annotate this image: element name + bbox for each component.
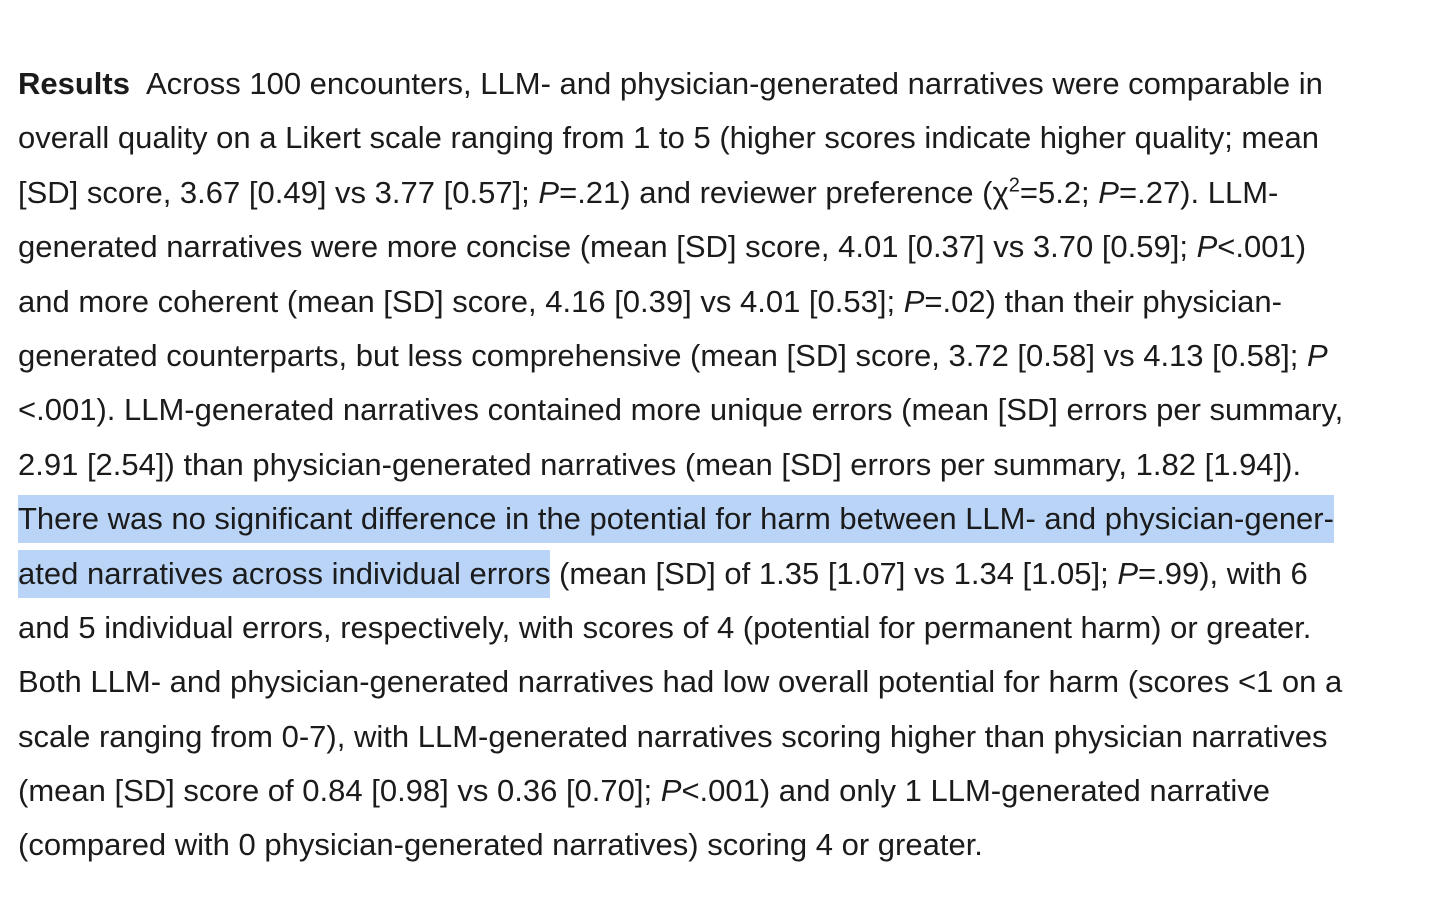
paragraph-line: 2.91 [2.54]) than physician-generated na… xyxy=(18,438,1428,492)
text-segment: generated counterparts, but less compreh… xyxy=(18,337,1307,373)
text-segment: (mean [SD] score of 0.84 [0.98] vs 0.36 … xyxy=(18,773,661,809)
text-segment: =5.2; xyxy=(1019,174,1099,210)
paragraph-line: There was no significant difference in t… xyxy=(18,492,1428,546)
paragraph-line: and 5 individual errors, respectively, w… xyxy=(18,601,1428,655)
section-label: Results xyxy=(18,66,130,101)
paragraph-line: generated counterparts, but less compreh… xyxy=(18,329,1428,383)
text-segment: generated narratives were more concise (… xyxy=(18,229,1197,265)
text-segment: overall quality on a Likert scale rangin… xyxy=(18,120,1319,156)
paragraph-line: overall quality on a Likert scale rangin… xyxy=(18,111,1428,165)
text-segment: and 5 individual errors, respectively, w… xyxy=(18,609,1312,645)
p-value-symbol: P xyxy=(1117,555,1139,591)
text-segment: =.02) than their physician- xyxy=(924,283,1282,319)
text-segment: Across 100 encounters, LLM- and physicia… xyxy=(145,66,1323,101)
p-value-symbol: P xyxy=(1098,174,1119,210)
p-value-symbol: P xyxy=(660,773,682,809)
text-segment: (compared with 0 physician-generated nar… xyxy=(18,827,983,863)
paragraph-line: generated narratives were more concise (… xyxy=(18,220,1428,274)
paragraph-line: <.001). LLM-generated narratives contain… xyxy=(18,383,1428,437)
results-paragraph[interactable]: Results Across 100 encounters, LLM- and p… xyxy=(18,57,1428,873)
p-value-symbol: P xyxy=(1306,337,1328,373)
p-value-symbol: P xyxy=(1196,229,1218,265)
text-segment: and more coherent (mean [SD] score, 4.16… xyxy=(18,283,904,319)
text-segment: =.21) and reviewer preference (χ xyxy=(559,174,1009,210)
p-value-symbol: P xyxy=(538,174,560,210)
paragraph-line: (mean [SD] score of 0.84 [0.98] vs 0.36 … xyxy=(18,764,1428,818)
paragraph-line: [SD] score, 3.67 [0.49] vs 3.77 [0.57]; … xyxy=(18,166,1428,220)
text-segment: =.99), with 6 xyxy=(1138,555,1308,591)
paragraph-line: and more coherent (mean [SD] score, 4.16… xyxy=(18,275,1428,329)
paragraph-line: Both LLM- and physician-generated narrat… xyxy=(18,655,1428,709)
text-segment: <.001) and only 1 LLM-generated narrativ… xyxy=(681,773,1270,809)
highlighted-text: ated narratives across individual errors xyxy=(18,549,551,598)
highlighted-text: There was no significant difference in t… xyxy=(18,495,1334,544)
text-segment: 2.91 [2.54]) than physician-generated na… xyxy=(18,446,1302,482)
text-segment: [SD] score, 3.67 [0.49] vs 3.77 [0.57]; xyxy=(18,174,539,210)
text-segment: <.001). LLM-generated narratives contain… xyxy=(18,392,1344,428)
text-segment: 2 xyxy=(1008,174,1020,197)
paragraph-line: Results Across 100 encounters, LLM- and p… xyxy=(18,57,1428,111)
previous-paragraph-fragment: 2020 xyxy=(18,0,138,4)
text-segment: Both LLM- and physician-generated narrat… xyxy=(18,664,1343,700)
text-segment: scale ranging from 0-7), with LLM-genera… xyxy=(18,718,1328,754)
p-value-symbol: P xyxy=(903,283,925,319)
paragraph-line: (compared with 0 physician-generated nar… xyxy=(18,818,1428,872)
text-segment: (mean [SD] of 1.35 [1.07] vs 1.34 [1.05]… xyxy=(550,555,1118,591)
text-segment: =.27). LLM- xyxy=(1118,174,1279,210)
text-segment: <.001) xyxy=(1217,229,1307,265)
paragraph-line: ated narratives across individual errors… xyxy=(18,547,1428,601)
paragraph-line: scale ranging from 0-7), with LLM-genera… xyxy=(18,710,1428,764)
